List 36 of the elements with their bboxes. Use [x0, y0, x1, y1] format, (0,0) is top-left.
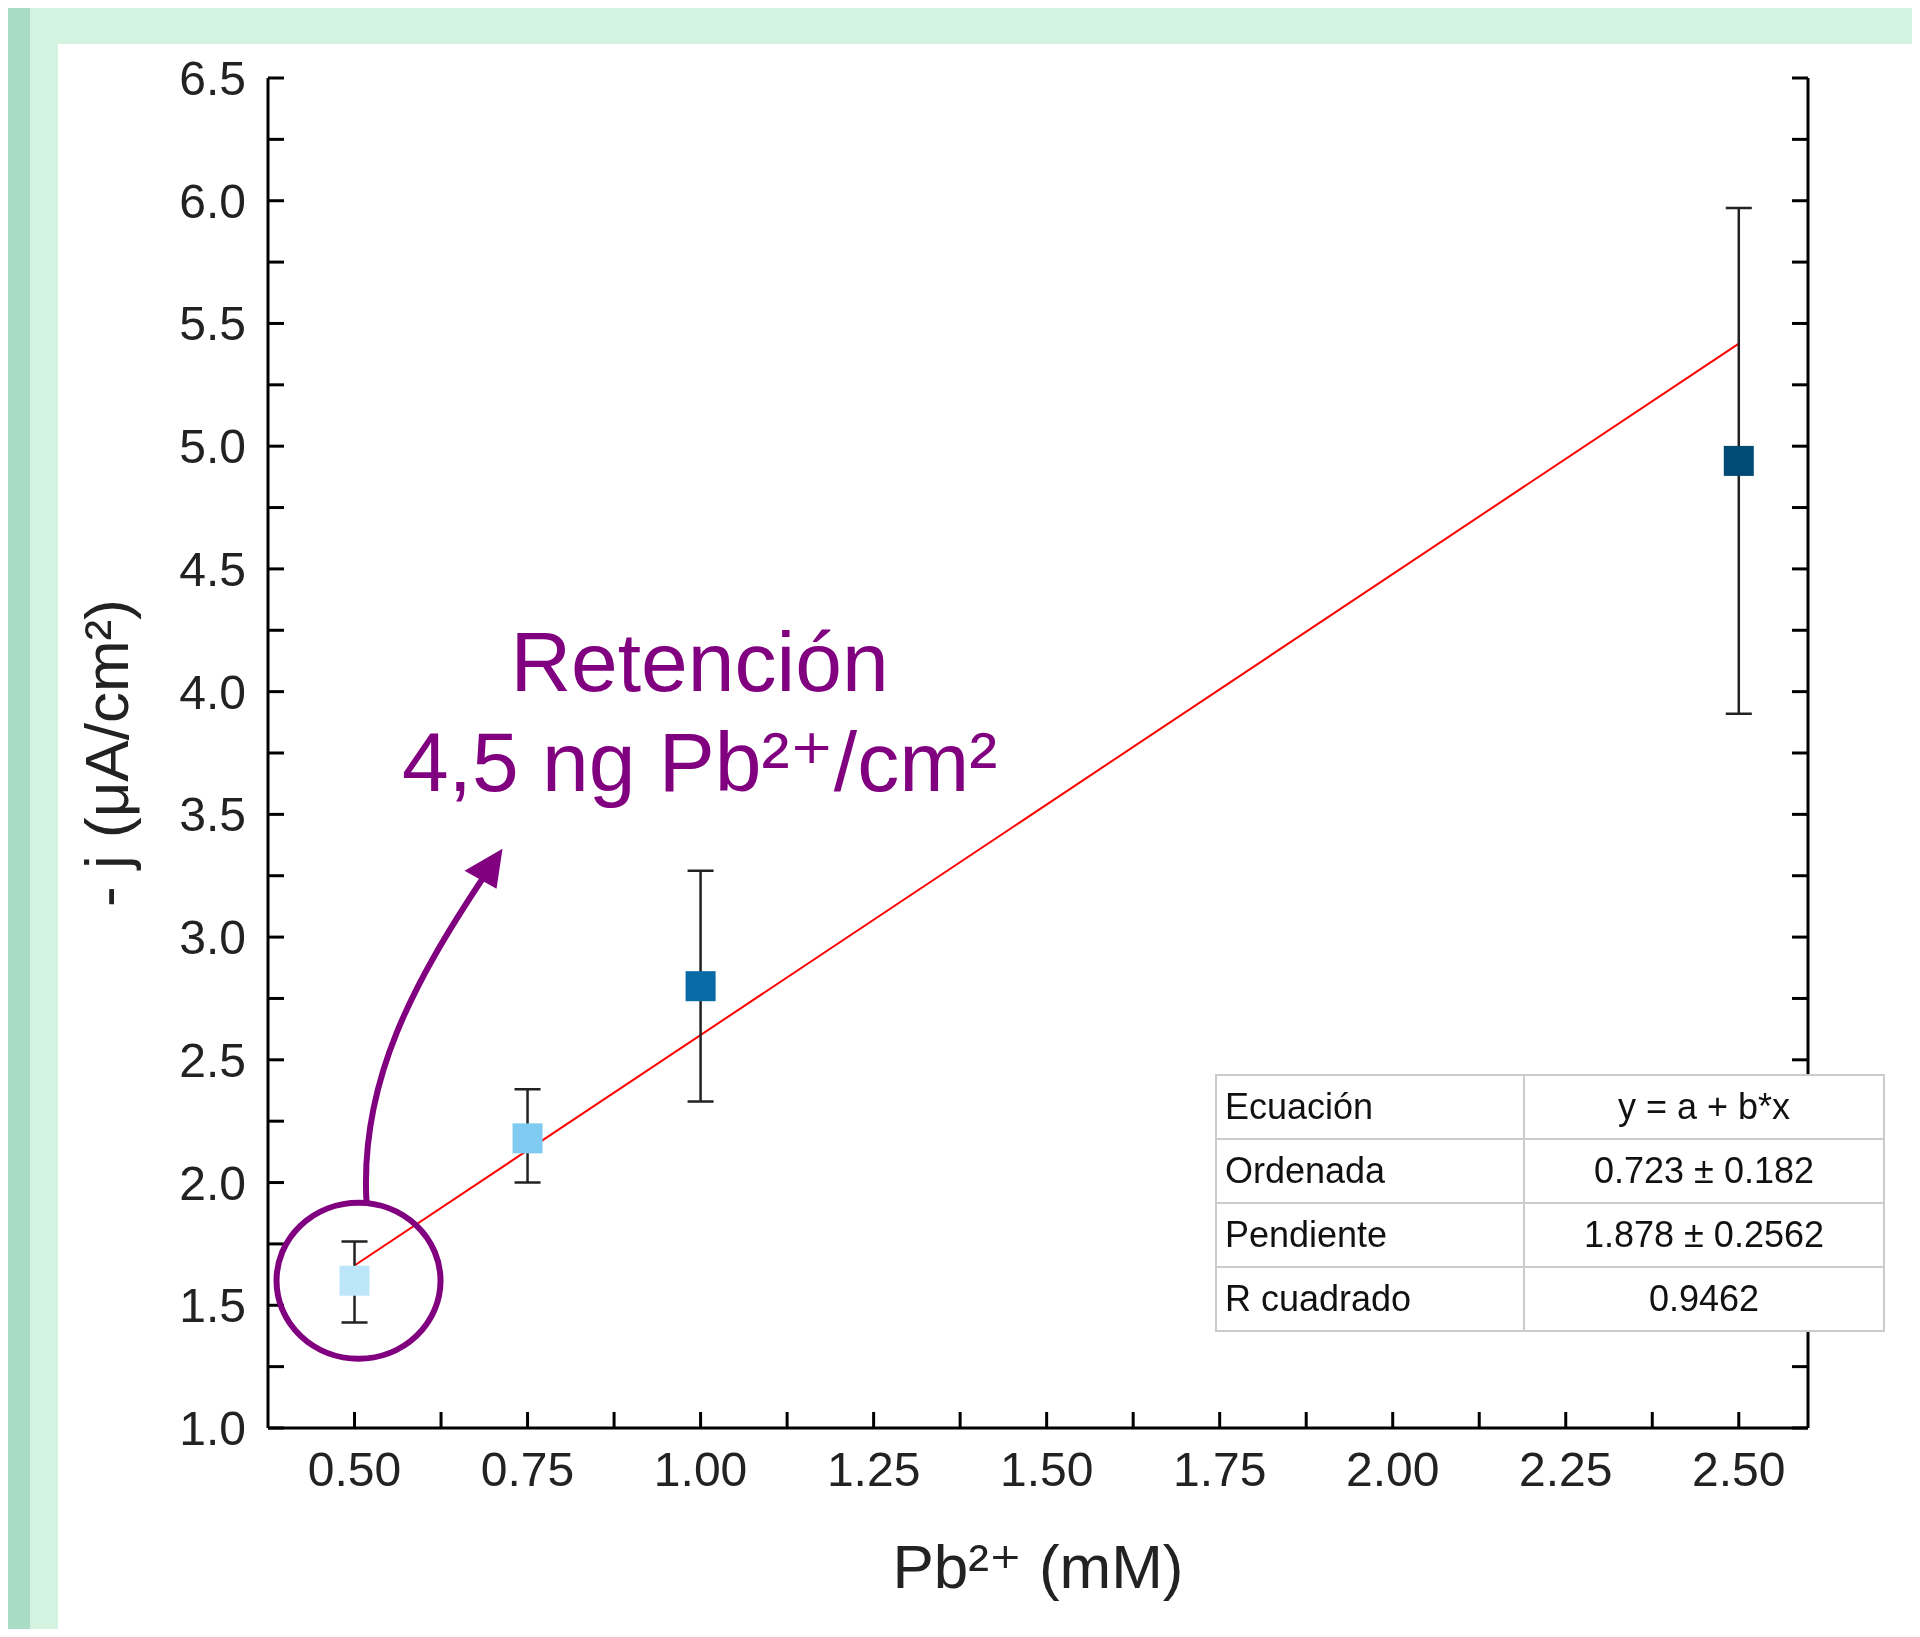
x-tick-label: 1.25 — [826, 1443, 921, 1496]
text: 3.0 — [179, 911, 246, 965]
x-axis-title: Pb²⁺ (mM) — [892, 1532, 1184, 1601]
annotation: 1.878 ± 0.2562 — [1524, 1203, 1884, 1267]
x-tick-label: 2.25 — [1519, 1443, 1613, 1496]
text: 2.50 — [1692, 1443, 1786, 1496]
annotation: R cuadrado — [1216, 1267, 1524, 1331]
text: 4.0 — [179, 665, 246, 719]
x-tick-label: 0.75 — [480, 1443, 575, 1496]
point — [685, 971, 716, 1002]
annotation: Ordenada — [1216, 1139, 1524, 1203]
point — [1723, 445, 1754, 476]
y-axis-title: - j (μA/cm²) — [72, 599, 141, 907]
annotation: Retención 4,5 ng Pb²⁺/cm² — [401, 614, 998, 809]
y-tick-label: 5.5 — [179, 297, 246, 351]
point — [512, 1123, 543, 1154]
y-tick-label: 6.5 — [179, 52, 246, 105]
point — [339, 1265, 370, 1296]
annotation: Ecuación — [1216, 1075, 1524, 1139]
y-tick-label: 2.5 — [179, 1033, 246, 1087]
text: 1.50 — [999, 1443, 1094, 1496]
text: 6.0 — [179, 174, 246, 228]
annotation: 0.723 ± 0.182 — [1524, 1139, 1884, 1203]
y-tick-label: 4.5 — [179, 542, 246, 596]
text: 0.50 — [307, 1443, 402, 1496]
annotation: Pendiente — [1216, 1203, 1524, 1267]
text: 1.0 — [179, 1402, 246, 1455]
x-tick-label: 1.75 — [1172, 1443, 1267, 1496]
annotation: y = a + b*x — [1524, 1075, 1884, 1139]
text: 2.0 — [179, 1156, 246, 1210]
y-tick-label: 3.5 — [179, 788, 246, 842]
annotation: 0.9462 — [1524, 1267, 1884, 1331]
y-tick-label: 1.5 — [179, 1279, 246, 1333]
text: 5.0 — [179, 420, 246, 474]
text: 2.00 — [1346, 1443, 1440, 1496]
text: 1.00 — [653, 1443, 748, 1496]
